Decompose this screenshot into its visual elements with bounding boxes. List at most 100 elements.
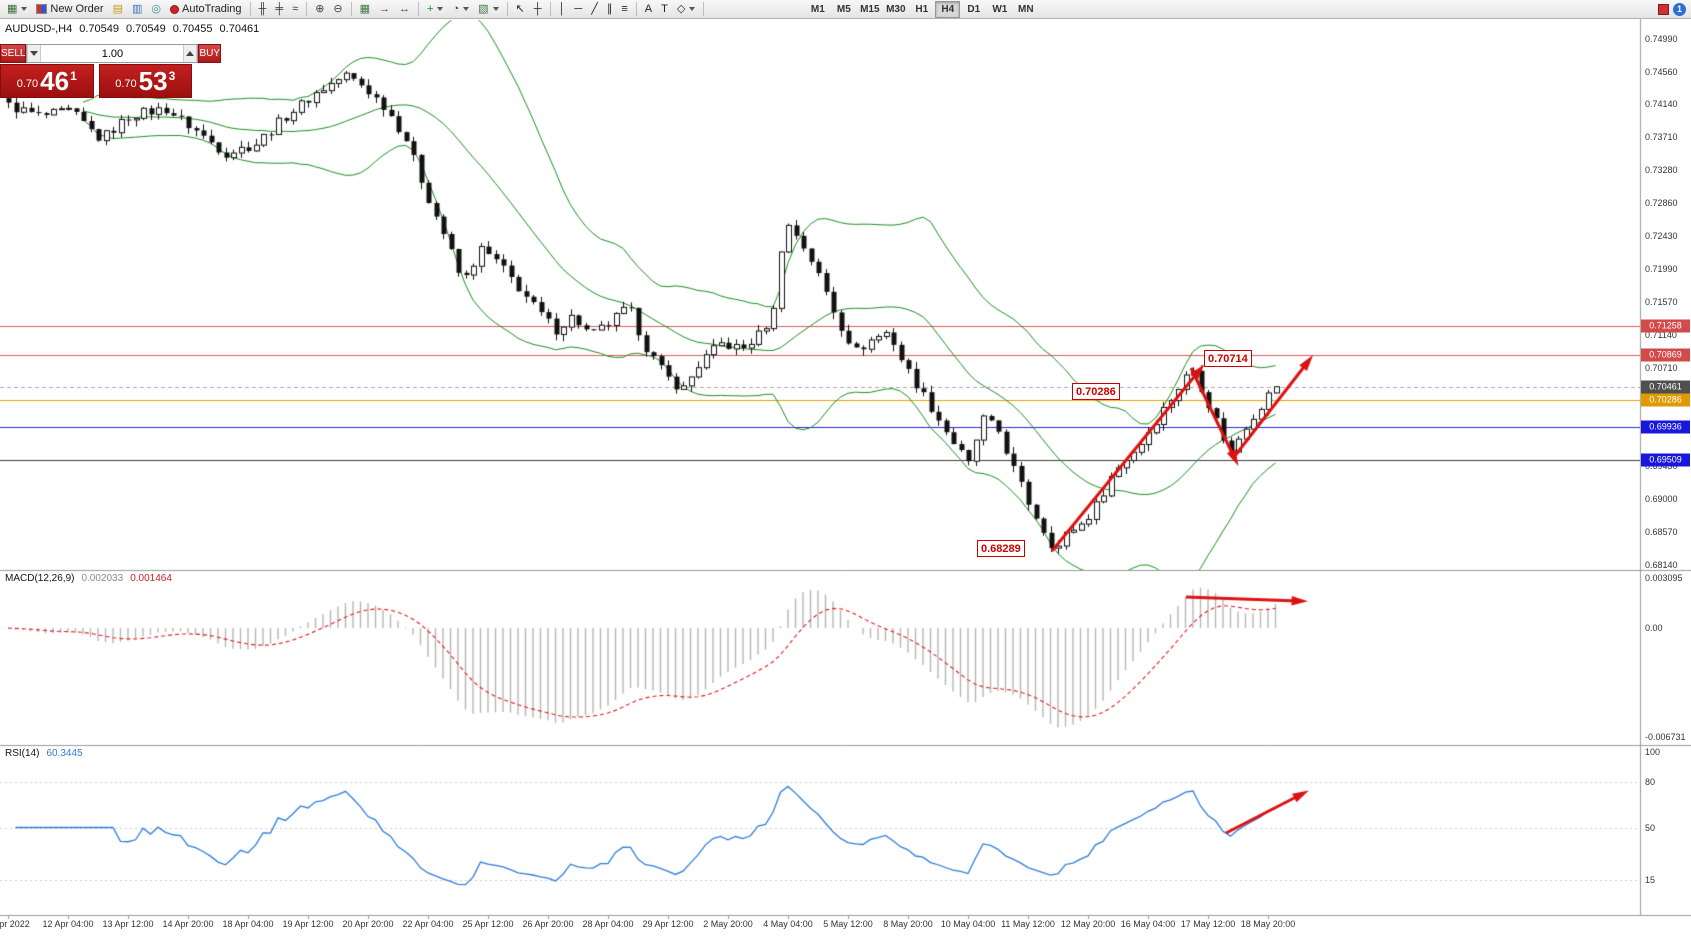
strategy-tester-icon: ◎ <box>151 2 162 15</box>
crosshair-button[interactable]: ┼ <box>530 1 546 18</box>
crosshair-icon: ┼ <box>533 2 542 15</box>
new-chart-button[interactable]: ▦ <box>3 1 31 18</box>
level-price-tag: 0.69936 <box>1641 420 1690 434</box>
templates-button[interactable]: ▧ <box>474 1 502 18</box>
time-axis-label: 29 Apr 12:00 <box>642 919 694 929</box>
time-axis-label: 5 May 12:00 <box>823 919 873 929</box>
shapes-icon: ◇ <box>676 2 686 15</box>
bar-chart-button[interactable]: ╫ <box>255 1 271 18</box>
current-price-tag: 0.70461 <box>1641 380 1690 394</box>
price-alert-icon[interactable] <box>1658 3 1669 15</box>
auto-scroll-button[interactable]: → <box>375 1 394 18</box>
price-annotation-box[interactable]: 0.68289 <box>977 540 1025 557</box>
level-price-tag: 0.70869 <box>1641 348 1690 362</box>
shapes-button[interactable]: ◇ <box>673 1 699 18</box>
timeframe-w1-button[interactable]: W1 <box>987 1 1012 18</box>
data-window-button[interactable]: ▥ <box>128 1 146 18</box>
time-axis-label: 10 May 04:00 <box>940 919 996 929</box>
trendline-button[interactable]: ╱ <box>587 1 602 18</box>
macd-axis-label: 0.00 <box>1645 623 1663 634</box>
zoom-out-icon: ⊖ <box>333 2 343 15</box>
new-order-label: New Order <box>50 3 104 15</box>
indicators-button[interactable]: + <box>423 1 447 18</box>
level-price-tag: 0.71258 <box>1641 319 1690 333</box>
price-axis-label: 0.73710 <box>1645 132 1678 143</box>
time-axis-label: 8 Apr 2022 <box>0 919 30 929</box>
data-window-icon: ▥ <box>132 2 143 15</box>
autotrading-button[interactable]: AutoTrading <box>166 1 246 18</box>
chart-shift-button[interactable]: ↔ <box>395 1 414 18</box>
price-axis-label: 0.73280 <box>1645 165 1678 176</box>
buy-price-button[interactable]: 0.70 53 3 <box>98 64 192 98</box>
price-axis-label: 0.71990 <box>1645 264 1678 275</box>
timeframe-h4-button[interactable]: H4 <box>935 0 961 18</box>
buy-button[interactable]: BUY <box>198 44 222 63</box>
timeframe-d1-button[interactable]: D1 <box>961 1 986 18</box>
chart-title-ohlc: AUDUSD-,H4 0.70549 0.70549 0.70455 0.704… <box>5 23 259 35</box>
sell-price-button[interactable]: 0.70 46 1 <box>0 64 94 98</box>
auto-scroll-icon: → <box>379 2 391 15</box>
cursor-button[interactable]: ↖ <box>512 1 529 18</box>
horizontal-line-icon: ─ <box>574 2 583 15</box>
candlestick-chart-icon: ╪ <box>275 2 284 15</box>
fibonacci-button[interactable]: ≡ <box>617 1 631 18</box>
ohlc-close: 0.70461 <box>219 23 260 35</box>
volume-decrease-button[interactable] <box>27 45 42 62</box>
new-order-button[interactable]: New Order <box>32 1 107 18</box>
triangle-down-icon <box>30 51 39 56</box>
toolbar-separator <box>635 2 637 16</box>
text-label-button[interactable]: T <box>657 1 672 18</box>
time-axis-label: 26 Apr 20:00 <box>522 919 574 929</box>
text-label-icon: T <box>661 2 668 15</box>
notifications-badge[interactable]: 1 <box>1673 2 1686 16</box>
ohlc-high: 0.70549 <box>126 23 166 35</box>
price-annotation-box[interactable]: 0.70714 <box>1204 350 1252 367</box>
line-chart-icon: ≈ <box>292 2 299 15</box>
zoom-in-button[interactable]: ⊕ <box>311 1 328 18</box>
candlestick-chart-button[interactable]: ╪ <box>271 1 287 18</box>
toolbar-right-icons: 1 <box>1658 2 1688 16</box>
text-button[interactable]: A <box>641 1 656 18</box>
profiles-button[interactable]: ▤ <box>109 1 127 18</box>
tile-windows-button[interactable]: ▦ <box>356 1 374 18</box>
timeframe-m1-button[interactable]: M1 <box>805 1 830 18</box>
toolbar-separator <box>506 2 508 16</box>
bar-chart-icon: ╫ <box>258 2 267 15</box>
equidistant-channel-button[interactable]: ∥ <box>603 1 617 18</box>
volume-input[interactable] <box>41 45 184 62</box>
zoom-out-button[interactable]: ⊖ <box>329 1 346 18</box>
buy-price-prefix: 0.70 <box>115 78 137 91</box>
volume-increase-button[interactable] <box>183 45 198 62</box>
fibonacci-icon: ≡ <box>621 2 628 15</box>
line-chart-button[interactable]: ≈ <box>288 1 302 18</box>
timeframe-m30-button[interactable]: M30 <box>883 1 908 18</box>
price-annotation-box[interactable]: 0.70286 <box>1072 383 1120 400</box>
chart-shift-icon: ↔ <box>399 2 411 15</box>
indicators-icon: + <box>427 2 434 15</box>
horizontal-line-button[interactable]: ─ <box>570 1 586 18</box>
time-axis-label: 12 May 20:00 <box>1060 919 1116 929</box>
toolbar-separator <box>350 2 352 16</box>
time-axis-label: 13 Apr 12:00 <box>102 919 154 929</box>
timeframe-h1-button[interactable]: H1 <box>909 1 934 18</box>
price-axis-label: 0.71570 <box>1645 296 1678 307</box>
templates-icon: ▧ <box>478 2 489 15</box>
periods-button[interactable]: ◔ <box>448 1 473 18</box>
timeframe-m5-button[interactable]: M5 <box>831 1 856 18</box>
dropdown-caret-icon <box>689 7 696 11</box>
time-axis-label: 28 Apr 04:00 <box>582 919 634 929</box>
sell-button[interactable]: SELL <box>0 44 27 63</box>
time-axis-label: 16 May 04:00 <box>1120 919 1176 929</box>
price-axis-label: 0.70710 <box>1645 362 1678 373</box>
timeframe-m15-button[interactable]: M15 <box>857 1 882 18</box>
dropdown-caret-icon <box>437 7 444 11</box>
vertical-line-button[interactable]: │ <box>555 1 570 18</box>
strategy-tester-button[interactable]: ◎ <box>147 1 165 18</box>
text-icon: A <box>644 2 653 15</box>
rsi-name: RSI(14) <box>5 748 40 759</box>
dropdown-caret-icon <box>463 7 470 11</box>
price-axis-label: 0.68570 <box>1645 526 1678 537</box>
autotrading-icon <box>170 4 180 14</box>
timeframe-mn-button[interactable]: MN <box>1013 1 1038 18</box>
